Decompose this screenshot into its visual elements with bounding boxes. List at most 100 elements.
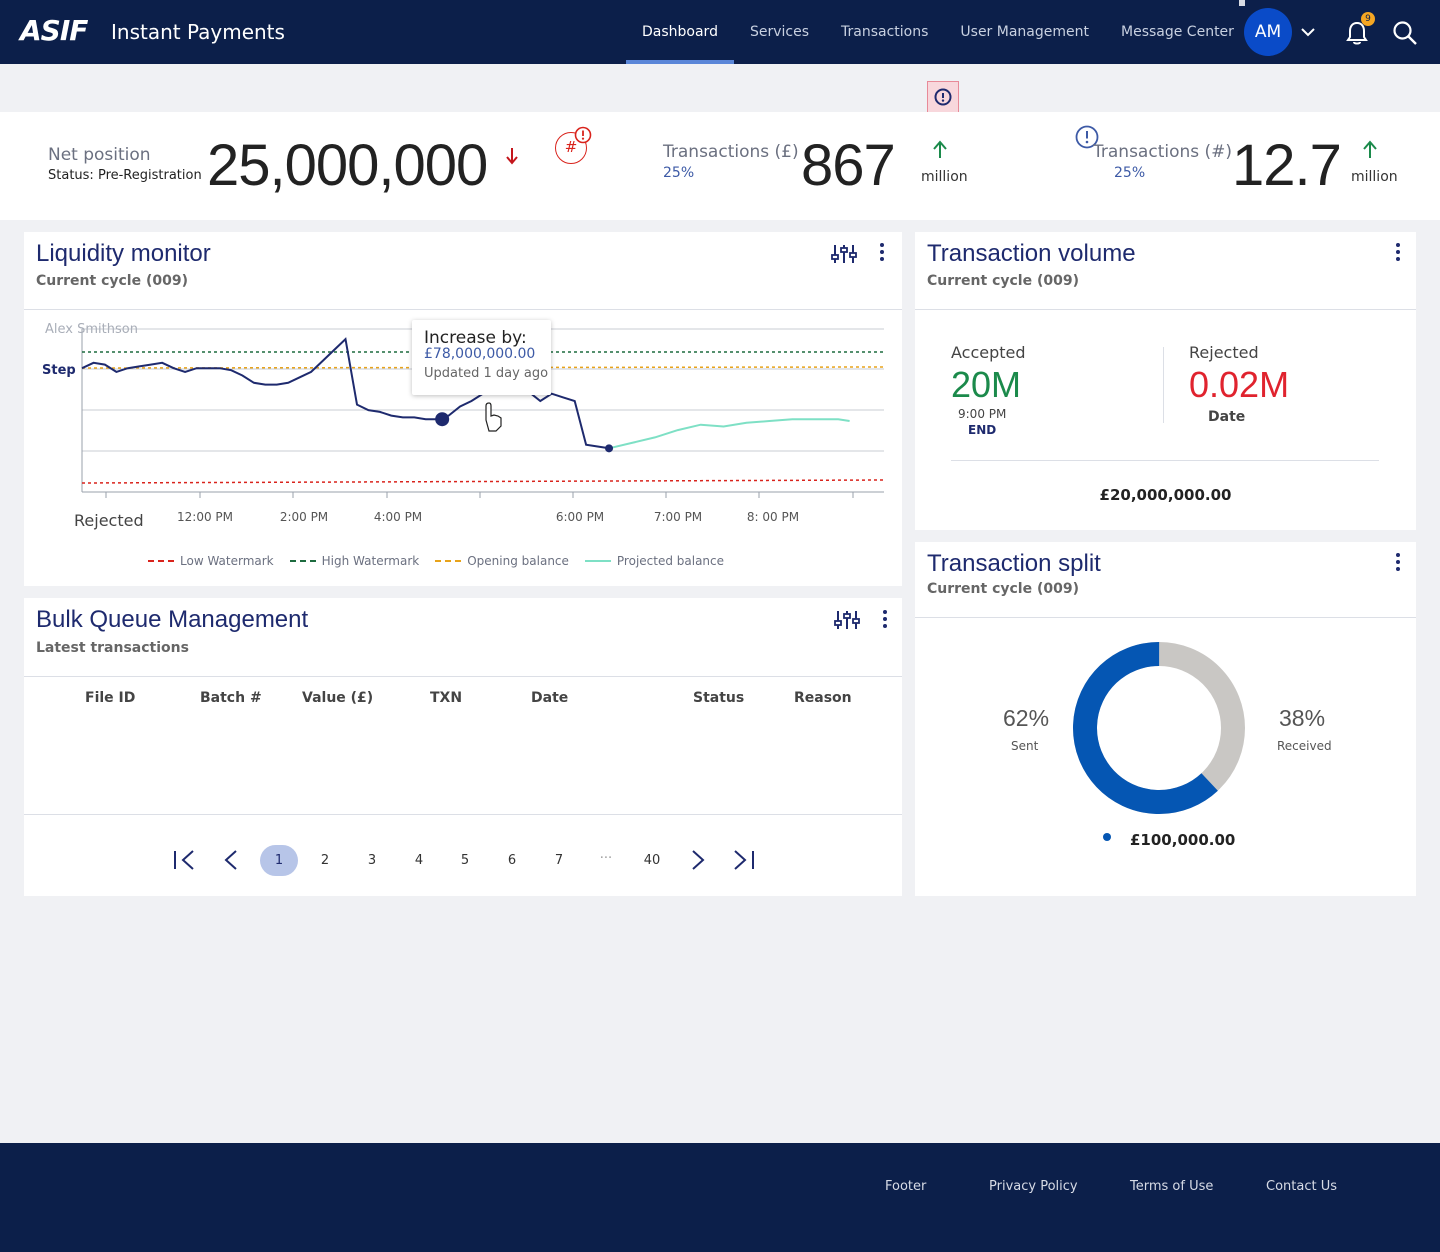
previous-page-icon[interactable] bbox=[222, 848, 240, 872]
page-2[interactable]: 2 bbox=[320, 853, 330, 868]
arrow-down-icon bbox=[506, 148, 518, 165]
x-tick-label: 6:00 PM bbox=[556, 510, 604, 524]
card-title: Transaction split bbox=[927, 550, 1101, 577]
card-subtitle: Current cycle (009) bbox=[36, 273, 188, 289]
legend-item[interactable]: High Watermark bbox=[289, 554, 420, 568]
bell-icon[interactable] bbox=[1346, 20, 1368, 46]
nav-message-center[interactable]: Message Center bbox=[1121, 24, 1234, 40]
pointer-cursor-icon bbox=[485, 402, 502, 432]
accepted-time: 9:00 PM bbox=[958, 407, 1007, 421]
column-header-txn[interactable]: TXN bbox=[430, 690, 463, 706]
legend-label: Opening balance bbox=[467, 554, 569, 568]
x-tick-label: 2:00 PM bbox=[280, 510, 328, 524]
footer-link-footer[interactable]: Footer bbox=[885, 1179, 927, 1194]
chevron-down-icon[interactable] bbox=[1300, 25, 1316, 39]
filter-settings-icon[interactable] bbox=[833, 608, 861, 632]
search-icon[interactable] bbox=[1392, 20, 1418, 46]
brand-logo[interactable]: ASIF bbox=[20, 14, 88, 47]
legend-item[interactable]: Projected balance bbox=[584, 554, 724, 568]
warning-badge-icon bbox=[574, 126, 592, 144]
column-header-file-id[interactable]: File ID bbox=[85, 690, 136, 706]
bulk-queue-card: Bulk Queue Management Latest transaction… bbox=[24, 598, 902, 896]
footer-link-privacy-policy[interactable]: Privacy Policy bbox=[989, 1179, 1078, 1194]
card-subtitle: Current cycle (009) bbox=[927, 581, 1079, 597]
divider bbox=[915, 617, 1416, 618]
chart-tooltip: Increase by: £78,000,000.00 Updated 1 da… bbox=[412, 320, 551, 395]
column-header-status[interactable]: Status bbox=[693, 690, 745, 706]
filter-settings-icon[interactable] bbox=[830, 242, 858, 266]
divider bbox=[1163, 347, 1164, 423]
page-6[interactable]: 6 bbox=[507, 853, 517, 868]
highlighted-point bbox=[435, 412, 450, 427]
footer-link-contact-us[interactable]: Contact Us bbox=[1266, 1179, 1337, 1194]
x-tick-label: 8: 00 PM bbox=[747, 510, 799, 524]
projected-balance-line bbox=[608, 418, 850, 450]
x-tick-label: 12:00 PM bbox=[177, 510, 233, 524]
next-page-icon[interactable] bbox=[689, 848, 707, 872]
received-label: Received bbox=[1277, 739, 1332, 753]
app-title: Instant Payments bbox=[111, 20, 285, 44]
page-footer: Footer Privacy Policy Terms of Use Conta… bbox=[0, 1143, 1440, 1252]
divider bbox=[24, 676, 902, 677]
exclamation-circle-icon bbox=[934, 88, 952, 106]
chart-legend: Low Watermark High Watermark Opening bal… bbox=[148, 554, 740, 568]
divider bbox=[915, 309, 1416, 310]
card-title: Liquidity monitor bbox=[36, 240, 211, 267]
page-1[interactable]: 1 bbox=[260, 845, 298, 876]
user-avatar[interactable]: AM bbox=[1244, 8, 1292, 56]
x-tick-label: 7:00 PM bbox=[654, 510, 702, 524]
legend-item[interactable]: Opening balance bbox=[435, 554, 569, 568]
hash-badge[interactable]: # bbox=[555, 132, 587, 164]
more-options-icon[interactable] bbox=[872, 241, 892, 263]
page-7[interactable]: 7 bbox=[554, 853, 564, 868]
column-header-date[interactable]: Date bbox=[531, 690, 569, 706]
decorative-dot bbox=[1239, 0, 1245, 6]
net-position-value: 25,000,000 bbox=[207, 133, 488, 198]
rejected-value: 0.02M bbox=[1189, 364, 1290, 405]
end-point bbox=[605, 444, 614, 453]
last-page-icon[interactable] bbox=[730, 848, 756, 872]
page-5[interactable]: 5 bbox=[460, 853, 470, 868]
nav-user-management[interactable]: User Management bbox=[960, 24, 1089, 40]
footer-link-terms-of-use[interactable]: Terms of Use bbox=[1130, 1179, 1214, 1194]
net-position-status: Status: Pre-Registration bbox=[48, 168, 202, 183]
received-pct: 38% bbox=[1279, 705, 1326, 731]
transaction-split-card: Transaction split Current cycle (009) 62… bbox=[915, 542, 1416, 896]
transaction-volume-card: Transaction volume Current cycle (009) A… bbox=[915, 232, 1416, 530]
legend-item[interactable]: Low Watermark bbox=[148, 554, 274, 568]
sent-legend-dot bbox=[1103, 833, 1111, 841]
more-options-icon[interactable] bbox=[1388, 241, 1408, 263]
info-alert-icon[interactable] bbox=[1075, 125, 1099, 149]
accepted-value: 20M bbox=[951, 364, 1022, 405]
transactions-gbp-label: Transactions (£) bbox=[663, 142, 799, 162]
alert-indicator[interactable] bbox=[927, 81, 959, 113]
legend-label: High Watermark bbox=[321, 554, 420, 568]
split-donut-chart bbox=[1073, 642, 1245, 814]
page-3[interactable]: 3 bbox=[367, 853, 377, 868]
sent-pct: 62% bbox=[1003, 705, 1050, 731]
more-options-icon[interactable] bbox=[1388, 551, 1408, 573]
transactions-count-value: 12.7 bbox=[1232, 133, 1342, 198]
page-4[interactable]: 4 bbox=[414, 853, 424, 868]
nav-services[interactable]: Services bbox=[749, 24, 810, 40]
column-header-reason[interactable]: Reason bbox=[794, 690, 852, 706]
transactions-gbp-unit: million bbox=[921, 169, 968, 185]
kpi-strip: Net position Status: Pre-Registration 25… bbox=[0, 112, 1440, 220]
column-header-value[interactable]: Value (£) bbox=[302, 690, 374, 706]
liquidity-chart: 12:00 PM 2:00 PM 4:00 PM 6:00 PM 7:00 PM 8: 0… bbox=[81, 328, 885, 524]
liquidity-monitor-card: Liquidity monitor Current cycle (009) 12… bbox=[24, 232, 902, 586]
nav-dashboard[interactable]: Dashboard bbox=[626, 0, 734, 64]
transactions-gbp-value: 867 bbox=[801, 133, 896, 198]
transactions-count-label: Transactions (#) bbox=[1093, 142, 1233, 162]
rejected-axis-label: Rejected bbox=[74, 511, 144, 530]
page-40[interactable]: 40 bbox=[643, 853, 661, 868]
sent-slice bbox=[1073, 642, 1245, 814]
more-options-icon[interactable] bbox=[875, 608, 895, 630]
column-header-batch[interactable]: Batch # bbox=[200, 690, 262, 706]
notification-count-badge: 9 bbox=[1361, 12, 1375, 26]
low-watermark-line bbox=[81, 479, 885, 484]
divider bbox=[24, 309, 902, 310]
first-page-icon[interactable] bbox=[172, 848, 198, 872]
nav-transactions[interactable]: Transactions bbox=[841, 24, 929, 40]
sent-label: Sent bbox=[1011, 739, 1039, 753]
